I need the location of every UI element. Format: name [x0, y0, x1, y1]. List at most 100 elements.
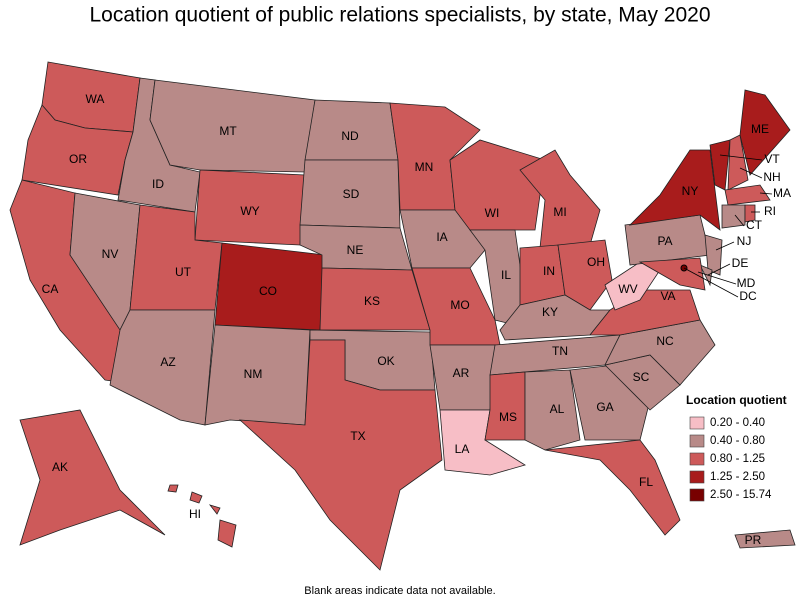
state-label: AL [550, 402, 565, 416]
state-label: AZ [160, 355, 175, 369]
state-label: SC [633, 370, 650, 384]
state-label: OR [69, 152, 87, 166]
leader-line [683, 267, 739, 298]
legend-label: 0.20 - 0.40 [710, 417, 765, 429]
leader-line [719, 154, 763, 161]
state-label: DC [739, 289, 757, 303]
state [739, 89, 791, 176]
state-label: AK [52, 460, 68, 474]
state [499, 294, 611, 341]
state-label: IN [543, 264, 555, 278]
state-label: ID [152, 177, 164, 191]
state-label: ME [751, 122, 769, 136]
state-label: PA [657, 234, 672, 248]
state-label: GA [596, 400, 613, 414]
state-label: MN [415, 160, 434, 174]
state-label: CO [259, 284, 277, 298]
state-label: CT [746, 218, 763, 232]
state [449, 139, 546, 231]
legend-title: Location quotient [686, 393, 787, 407]
state-label: NC [656, 334, 674, 348]
state [167, 484, 237, 548]
state-label: WY [240, 204, 259, 218]
state-label: MO [450, 298, 469, 312]
state [109, 309, 216, 426]
state [484, 371, 526, 441]
legend-swatch [689, 452, 705, 466]
state [628, 149, 721, 231]
state-label: PR [745, 533, 762, 547]
state-label: NH [763, 170, 780, 184]
state [544, 439, 681, 536]
state-label: FL [639, 475, 653, 489]
legend-label: 0.40 - 0.80 [710, 435, 765, 447]
leader-line [734, 214, 745, 227]
state-label: NE [347, 243, 364, 257]
state-label: TN [552, 344, 568, 358]
state-label: WI [485, 206, 500, 220]
leader-line [759, 192, 773, 195]
state [557, 239, 613, 311]
state [734, 529, 796, 549]
state-label: HI [189, 507, 201, 521]
leader-line [739, 167, 763, 179]
footnote: Blank areas indicate data not available. [304, 585, 495, 597]
state-label: MS [499, 410, 517, 424]
state-label: SD [343, 187, 360, 201]
legend-swatch [689, 434, 705, 448]
state-label: IA [436, 230, 447, 244]
state-label: VA [660, 289, 675, 303]
state-label: ND [341, 129, 359, 143]
state [519, 149, 601, 249]
map-title: Location quotient of public relations sp… [89, 4, 710, 27]
legend-label: 0.80 - 1.25 [710, 453, 765, 465]
state [524, 369, 581, 451]
state [724, 184, 771, 206]
state-label: MA [773, 186, 791, 200]
state [704, 234, 723, 276]
state [604, 261, 661, 311]
state-label: LA [455, 442, 470, 456]
leader-line [697, 271, 737, 285]
legend-swatch [689, 488, 705, 502]
state-label: NV [102, 247, 119, 261]
leader-line [715, 241, 735, 251]
state-label: MT [219, 124, 237, 138]
state [721, 204, 746, 229]
legend-label: 1.25 - 2.50 [710, 471, 765, 483]
states [9, 61, 796, 571]
state-label: TX [350, 429, 365, 443]
state-label: WA [86, 92, 105, 106]
state [699, 264, 713, 287]
leader-line [707, 263, 731, 276]
state [19, 409, 166, 546]
state-label: RI [764, 204, 776, 218]
state-label: MI [553, 205, 566, 219]
state [638, 257, 706, 291]
state-label: DE [732, 256, 749, 270]
legend-swatch [689, 416, 705, 430]
state-label: IL [501, 268, 511, 282]
state-label: CA [42, 282, 59, 296]
legend-label: 2.50 - 15.74 [710, 489, 772, 501]
state-label: AR [453, 366, 470, 380]
state-label: NY [682, 184, 699, 198]
state-labels: WA OR CA NV ID MT WY UT AZ CO NM ND SD NE KS OK TX MN IA MO… [42, 92, 791, 547]
state-label: NM [244, 367, 263, 381]
state-label: KY [542, 305, 558, 319]
state-label: MD [737, 276, 756, 290]
state-label: VT [764, 152, 780, 166]
state [727, 134, 749, 191]
state-label: WV [618, 282, 637, 296]
legend: Location quotient 0.20 - 0.40 0.40 - 0.80… [686, 393, 787, 502]
state-label: OK [377, 354, 394, 368]
state-label: OH [587, 255, 605, 269]
state-label: UT [175, 265, 192, 279]
legend-swatch [689, 470, 705, 484]
state [589, 289, 701, 336]
state [744, 204, 756, 223]
state-label: NJ [737, 234, 752, 248]
state-label: KS [364, 294, 380, 308]
state [238, 339, 443, 571]
